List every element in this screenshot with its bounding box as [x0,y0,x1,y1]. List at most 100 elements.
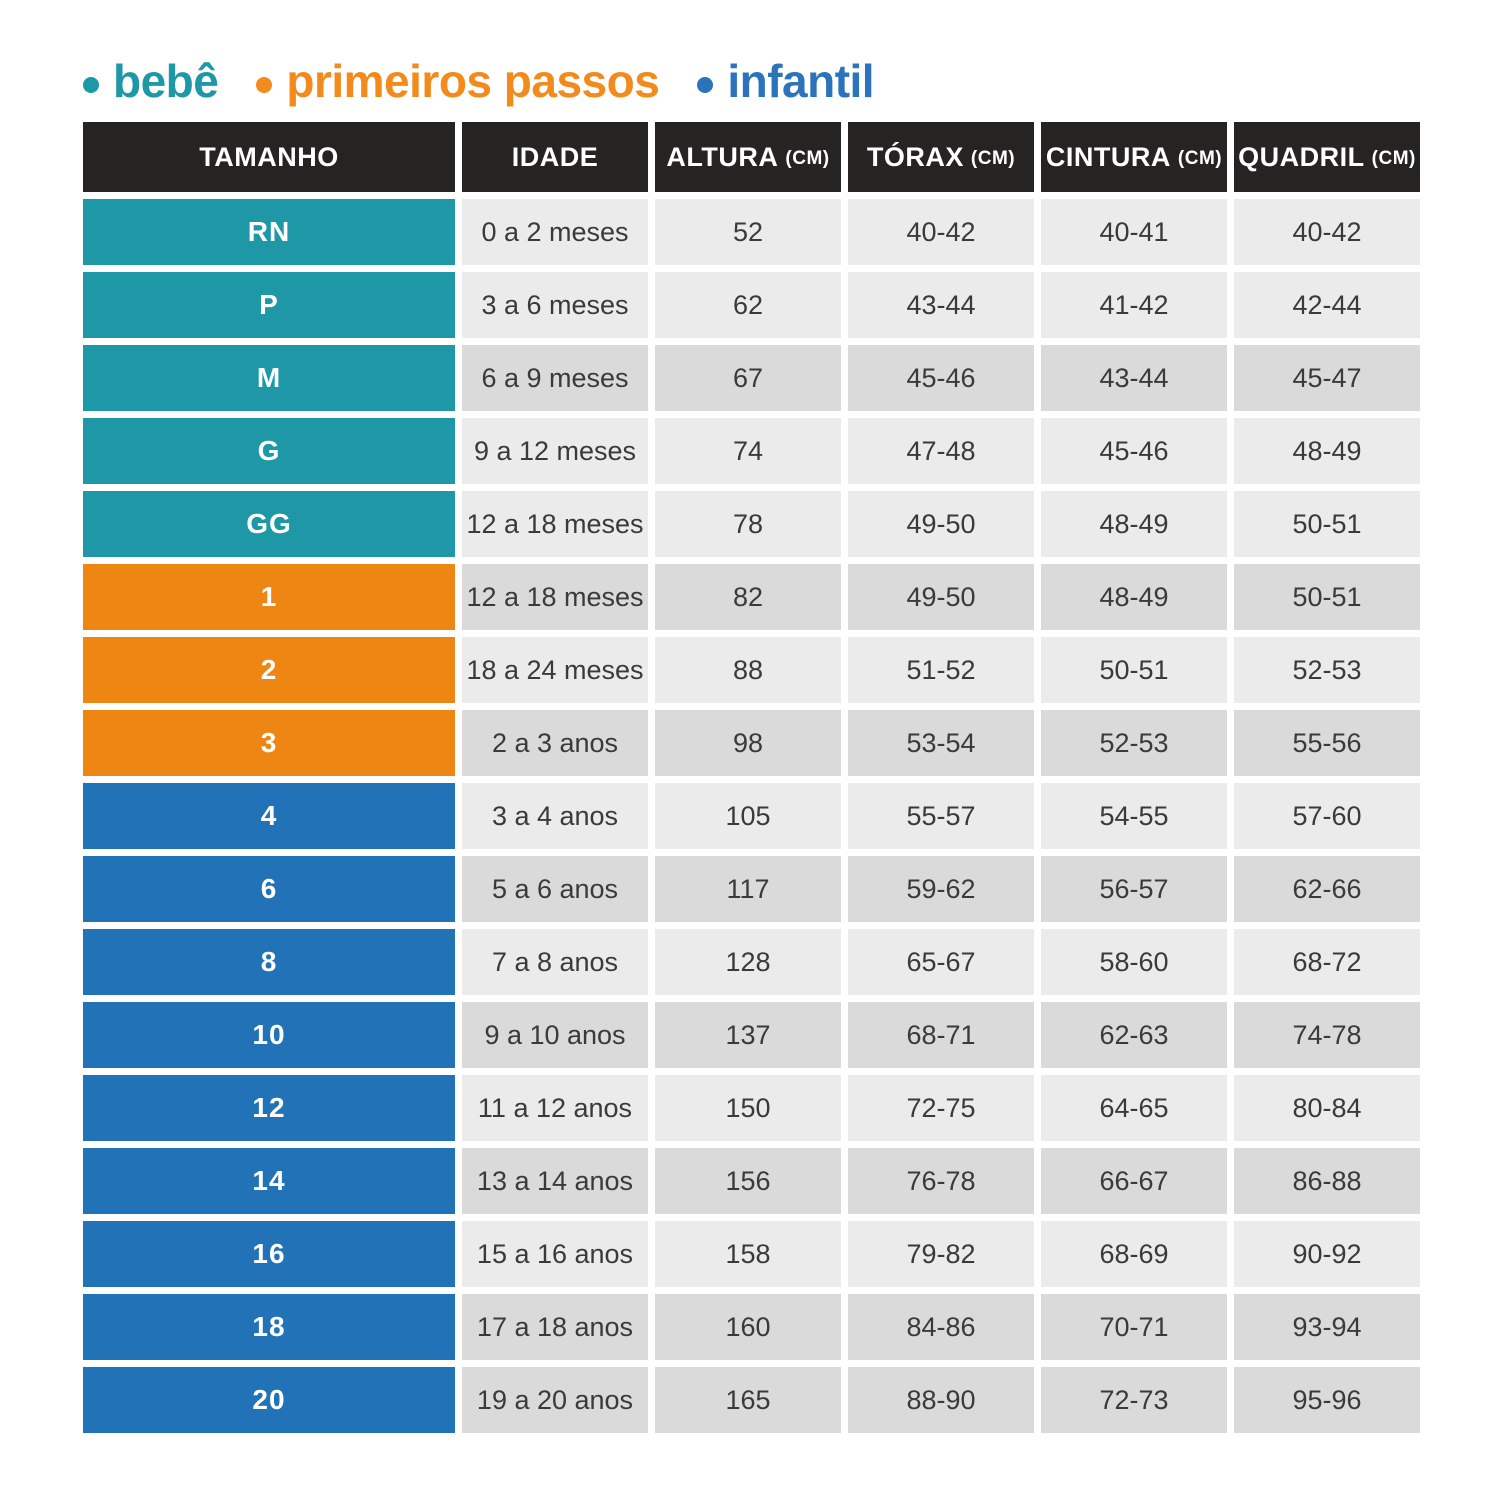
waist-cell: 50-51 [1041,637,1227,703]
chest-cell: 59-62 [848,856,1034,922]
hip-cell: 48-49 [1234,418,1420,484]
chest-cell: 47-48 [848,418,1034,484]
chest-cell: 72-75 [848,1075,1034,1141]
age-cell: 18 a 24 meses [462,637,648,703]
hip-cell: 95-96 [1234,1367,1420,1433]
chest-cell: 79-82 [848,1221,1034,1287]
size-cell: RN [83,199,455,265]
legend: bebê primeiros passos infantil [83,54,1500,108]
size-cell: 16 [83,1221,455,1287]
waist-cell: 58-60 [1041,929,1227,995]
height-cell: 88 [655,637,841,703]
hip-cell: 74-78 [1234,1002,1420,1068]
size-cell: P [83,272,455,338]
hip-cell: 57-60 [1234,783,1420,849]
size-cell: 4 [83,783,455,849]
column-header-unit: (CM) [785,147,830,169]
height-cell: 165 [655,1367,841,1433]
waist-cell: 70-71 [1041,1294,1227,1360]
age-cell: 17 a 18 anos [462,1294,648,1360]
chest-cell: 68-71 [848,1002,1034,1068]
column-header-quadril: QUADRIL (CM) [1234,122,1420,192]
column-header-tamanho: TAMANHO [83,122,455,192]
hip-cell: 40-42 [1234,199,1420,265]
size-cell: 1 [83,564,455,630]
size-cell: 8 [83,929,455,995]
hip-cell: 50-51 [1234,491,1420,557]
hip-cell: 52-53 [1234,637,1420,703]
hip-cell: 42-44 [1234,272,1420,338]
waist-cell: 43-44 [1041,345,1227,411]
height-cell: 82 [655,564,841,630]
bullet-icon [83,76,99,93]
column-header-torax: TÓRAX (CM) [848,122,1034,192]
hip-cell: 93-94 [1234,1294,1420,1360]
size-chart-page: bebê primeiros passos infantil TAMANHO ID… [83,54,1500,1433]
height-cell: 67 [655,345,841,411]
column-header-unit: (CM) [1371,147,1416,169]
age-cell: 13 a 14 anos [462,1148,648,1214]
size-table: TAMANHO IDADE ALTURA (CM) TÓRAX (CM) CINTURA (C… [83,122,1420,1433]
waist-cell: 48-49 [1041,564,1227,630]
chest-cell: 51-52 [848,637,1034,703]
size-cell: 18 [83,1294,455,1360]
age-cell: 2 a 3 anos [462,710,648,776]
size-cell: GG [83,491,455,557]
column-header-cintura: CINTURA (CM) [1041,122,1227,192]
waist-cell: 56-57 [1041,856,1227,922]
column-header-altura: ALTURA (CM) [655,122,841,192]
age-cell: 0 a 2 meses [462,199,648,265]
legend-item-primeiros-passos: primeiros passos [256,54,660,108]
size-cell: 6 [83,856,455,922]
chest-cell: 88-90 [848,1367,1034,1433]
height-cell: 117 [655,856,841,922]
waist-cell: 62-63 [1041,1002,1227,1068]
age-cell: 6 a 9 meses [462,345,648,411]
size-cell: M [83,345,455,411]
waist-cell: 48-49 [1041,491,1227,557]
height-cell: 137 [655,1002,841,1068]
legend-item-bebe: bebê [83,54,219,108]
size-cell: 14 [83,1148,455,1214]
hip-cell: 45-47 [1234,345,1420,411]
height-cell: 62 [655,272,841,338]
waist-cell: 52-53 [1041,710,1227,776]
chest-cell: 76-78 [848,1148,1034,1214]
chest-cell: 53-54 [848,710,1034,776]
hip-cell: 68-72 [1234,929,1420,995]
hip-cell: 50-51 [1234,564,1420,630]
age-cell: 9 a 10 anos [462,1002,648,1068]
size-cell: 2 [83,637,455,703]
height-cell: 78 [655,491,841,557]
height-cell: 160 [655,1294,841,1360]
chest-cell: 45-46 [848,345,1034,411]
column-header-idade: IDADE [462,122,648,192]
chest-cell: 49-50 [848,491,1034,557]
height-cell: 158 [655,1221,841,1287]
column-header-unit: (CM) [1177,147,1223,169]
size-cell: 20 [83,1367,455,1433]
chest-cell: 49-50 [848,564,1034,630]
height-cell: 156 [655,1148,841,1214]
hip-cell: 80-84 [1234,1075,1420,1141]
height-cell: 52 [655,199,841,265]
age-cell: 7 a 8 anos [462,929,648,995]
chest-cell: 65-67 [848,929,1034,995]
height-cell: 128 [655,929,841,995]
bullet-icon [256,76,273,93]
waist-cell: 41-42 [1041,272,1227,338]
waist-cell: 45-46 [1041,418,1227,484]
legend-label-bebe: bebê [113,55,219,107]
age-cell: 19 a 20 anos [462,1367,648,1433]
waist-cell: 40-41 [1041,199,1227,265]
age-cell: 5 a 6 anos [462,856,648,922]
age-cell: 9 a 12 meses [462,418,648,484]
age-cell: 11 a 12 anos [462,1075,648,1141]
chest-cell: 55-57 [848,783,1034,849]
age-cell: 15 a 16 anos [462,1221,648,1287]
height-cell: 74 [655,418,841,484]
age-cell: 12 a 18 meses [462,491,648,557]
size-cell: 3 [83,710,455,776]
waist-cell: 72-73 [1041,1367,1227,1433]
size-cell: 10 [83,1002,455,1068]
